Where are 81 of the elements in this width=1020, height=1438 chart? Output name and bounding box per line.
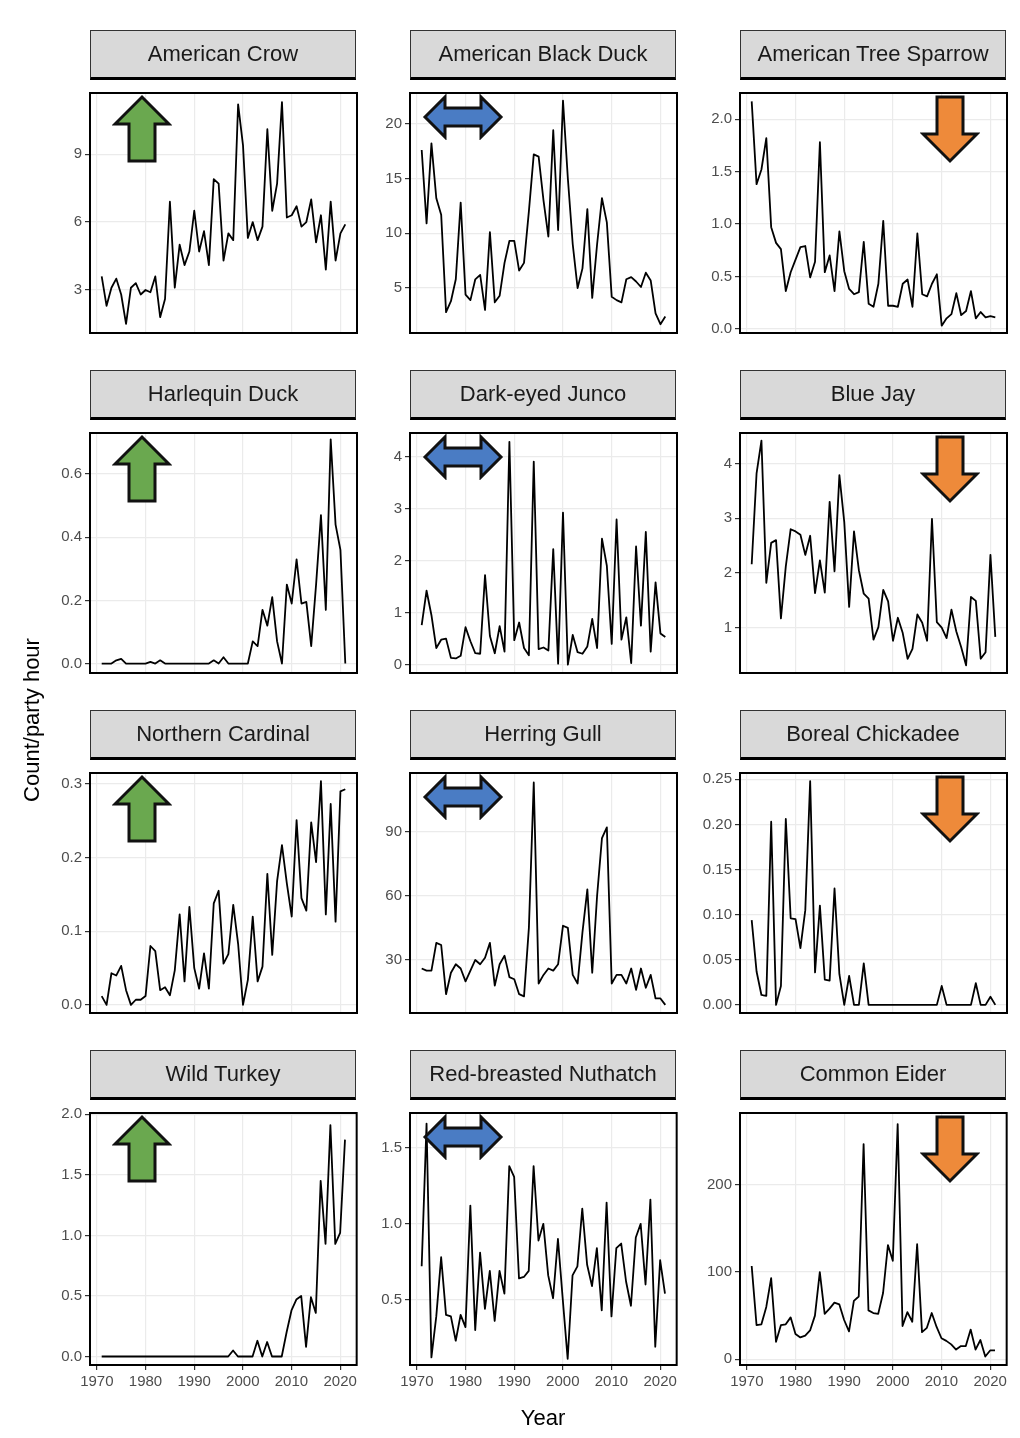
y-tick-label: 200: [706, 1175, 732, 1193]
y-tick-label: 3: [393, 498, 402, 516]
x-tick-label: 2020: [973, 1372, 1007, 1390]
y-tick-label: 0.2: [61, 847, 82, 865]
y-tick-label: 0.0: [61, 995, 82, 1013]
y-tick-label: 2: [393, 550, 402, 568]
y-tick-label: 0: [723, 1349, 732, 1367]
chart-title: Northern Cardinal: [90, 710, 356, 760]
y-tick-label: 5: [393, 278, 402, 296]
y-tick-label: 0.20: [702, 814, 732, 832]
y-tick-label: 1.5: [61, 1164, 82, 1182]
y-tick-label: 3: [723, 508, 732, 526]
y-tick-label: 60: [385, 885, 402, 903]
y-tick-label: 9: [73, 144, 82, 162]
chart-title: Common Eider: [740, 1050, 1006, 1100]
y-tick-label: 0.25: [702, 769, 732, 787]
y-tick-label: 6: [73, 212, 82, 230]
x-tick-label: 1990: [497, 1372, 531, 1390]
y-tick-label: 1.5: [381, 1138, 402, 1156]
y-tick-label: 0.3: [61, 774, 82, 792]
chart-title: American Crow: [90, 30, 356, 80]
y-tick-label: 0.6: [61, 464, 82, 482]
y-tick-label: 20: [385, 113, 402, 131]
chart-title: Harlequin Duck: [90, 370, 356, 420]
x-tick-label: 1970: [80, 1372, 114, 1390]
y-tick-label: 0.0: [61, 653, 82, 671]
x-tick-label: 2000: [546, 1372, 580, 1390]
chart-title: Wild Turkey: [90, 1050, 356, 1100]
y-tick-label: 0.00: [702, 995, 732, 1013]
y-tick-label: 10: [385, 223, 402, 241]
x-tick-label: 1970: [730, 1372, 764, 1390]
x-tick-label: 1990: [827, 1372, 861, 1390]
y-tick-label: 1.0: [61, 1225, 82, 1243]
y-tick-label: 0.1: [61, 921, 82, 939]
x-tick-label: 2010: [274, 1372, 309, 1390]
x-tick-label: 2020: [323, 1372, 357, 1390]
y-tick-label: 4: [393, 446, 402, 464]
x-tick-label: 1980: [128, 1372, 163, 1390]
x-tick-label: 1980: [448, 1372, 483, 1390]
y-tick-label: 1: [393, 602, 402, 620]
y-tick-label: 2.0: [61, 1104, 82, 1122]
y-tick-label: 1.0: [711, 214, 732, 232]
y-tick-label: 0.10: [702, 904, 732, 922]
y-axis-title: Count/party hour: [19, 638, 45, 802]
y-tick-label: 0.5: [61, 1286, 82, 1304]
y-tick-label: 0.0: [61, 1346, 82, 1364]
chart-title: Dark-eyed Junco: [410, 370, 676, 420]
chart-title: Red-breasted Nuthatch: [410, 1050, 676, 1100]
x-tick-label: 1990: [177, 1372, 211, 1390]
x-axis-title: Year: [520, 1405, 566, 1431]
y-tick-label: 90: [385, 821, 402, 839]
chart-title: American Tree Sparrow: [740, 30, 1006, 80]
x-tick-label: 2000: [876, 1372, 910, 1390]
y-tick-label: 0.05: [702, 949, 732, 967]
x-tick-label: 1980: [778, 1372, 813, 1390]
y-tick-label: 0.0: [711, 318, 732, 336]
y-tick-label: 1.0: [381, 1213, 402, 1231]
chart-title: Boreal Chickadee: [740, 710, 1006, 760]
y-tick-label: 30: [385, 950, 402, 968]
y-tick-label: 0.5: [711, 266, 732, 284]
chart-title: Herring Gull: [410, 710, 676, 760]
x-tick-label: 2000: [226, 1372, 260, 1390]
y-tick-label: 0: [393, 654, 402, 672]
x-tick-label: 1970: [400, 1372, 434, 1390]
y-tick-label: 3: [73, 280, 82, 298]
y-tick-label: 2: [723, 563, 732, 581]
y-tick-label: 0.2: [61, 590, 82, 608]
y-tick-label: 100: [706, 1262, 732, 1280]
y-tick-label: 1.5: [711, 161, 732, 179]
y-tick-label: 4: [723, 453, 732, 471]
x-tick-label: 2010: [594, 1372, 629, 1390]
y-tick-label: 2.0: [711, 109, 732, 127]
y-tick-label: 0.15: [702, 859, 732, 877]
y-tick-label: 0.4: [61, 527, 82, 545]
x-tick-label: 2020: [643, 1372, 677, 1390]
y-tick-label: 0.5: [381, 1289, 402, 1307]
chart-title: American Black Duck: [410, 30, 676, 80]
y-tick-label: 15: [385, 168, 402, 186]
x-tick-label: 2010: [924, 1372, 959, 1390]
chart-title: Blue Jay: [740, 370, 1006, 420]
y-tick-label: 1: [723, 617, 732, 635]
